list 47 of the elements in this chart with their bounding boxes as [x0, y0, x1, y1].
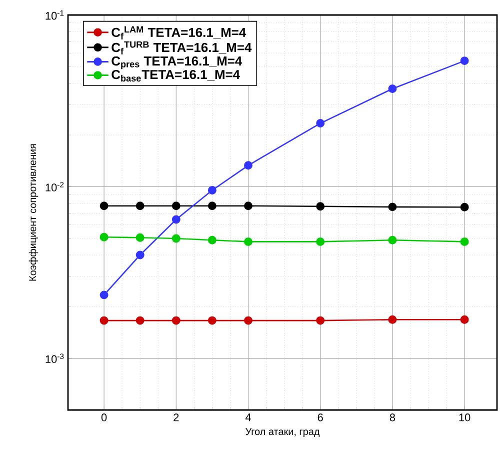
point: [244, 202, 252, 210]
y-tick-label: 10$^{-2}$: [46, 182, 64, 192]
point: [388, 202, 397, 212]
y-axis-title: Коэффициент сопротивления: [28, 144, 38, 281]
point: [208, 186, 216, 194]
x-axis-title: Угол атаки, град: [246, 428, 320, 438]
point: [208, 236, 216, 244]
point: [244, 161, 252, 170]
point: [316, 237, 325, 246]
point: [172, 202, 180, 210]
y-tick-label: 10$^{-3}$: [46, 354, 64, 364]
point: [388, 315, 397, 324]
point: [316, 119, 325, 128]
x-tick-label: 10: [459, 414, 470, 422]
point: [136, 202, 144, 210]
point: [100, 202, 108, 210]
point: [460, 315, 469, 324]
legend-label: C$_{f}$$^{TURB}$ TETA=16.1_M=4: [112, 41, 252, 54]
point: [460, 56, 469, 66]
point: [388, 84, 397, 93]
x-tick-label: 6: [318, 414, 323, 422]
point: [100, 232, 108, 242]
point: [316, 316, 325, 325]
legend-label: C$_{pres}$ TETA=16.1_M=4: [112, 56, 242, 70]
point: [460, 237, 469, 246]
point: [100, 316, 108, 325]
x-tick-label: 0: [101, 414, 107, 422]
point: [208, 316, 216, 325]
point: [136, 316, 144, 325]
point: [460, 202, 469, 212]
point: [172, 215, 180, 224]
point: [172, 234, 180, 243]
point: [136, 233, 144, 242]
point: [316, 202, 325, 211]
point: [172, 316, 180, 325]
legend-label: C$_{f}$$^{LAM}$ TETA=16.1_M=4: [112, 26, 246, 40]
point: [244, 316, 252, 325]
legend-label: C$_{base}$TETA=16.1_M=4: [112, 70, 240, 82]
point: [208, 202, 216, 210]
point: [136, 250, 144, 260]
point: [100, 290, 108, 300]
x-tick-label: 2: [174, 414, 179, 422]
x-tick-label: 8: [390, 414, 396, 422]
point: [388, 236, 397, 244]
x-tick-label: 4: [245, 414, 251, 422]
point: [244, 237, 252, 246]
y-tick-label: 10$^{-1}$: [46, 10, 64, 20]
